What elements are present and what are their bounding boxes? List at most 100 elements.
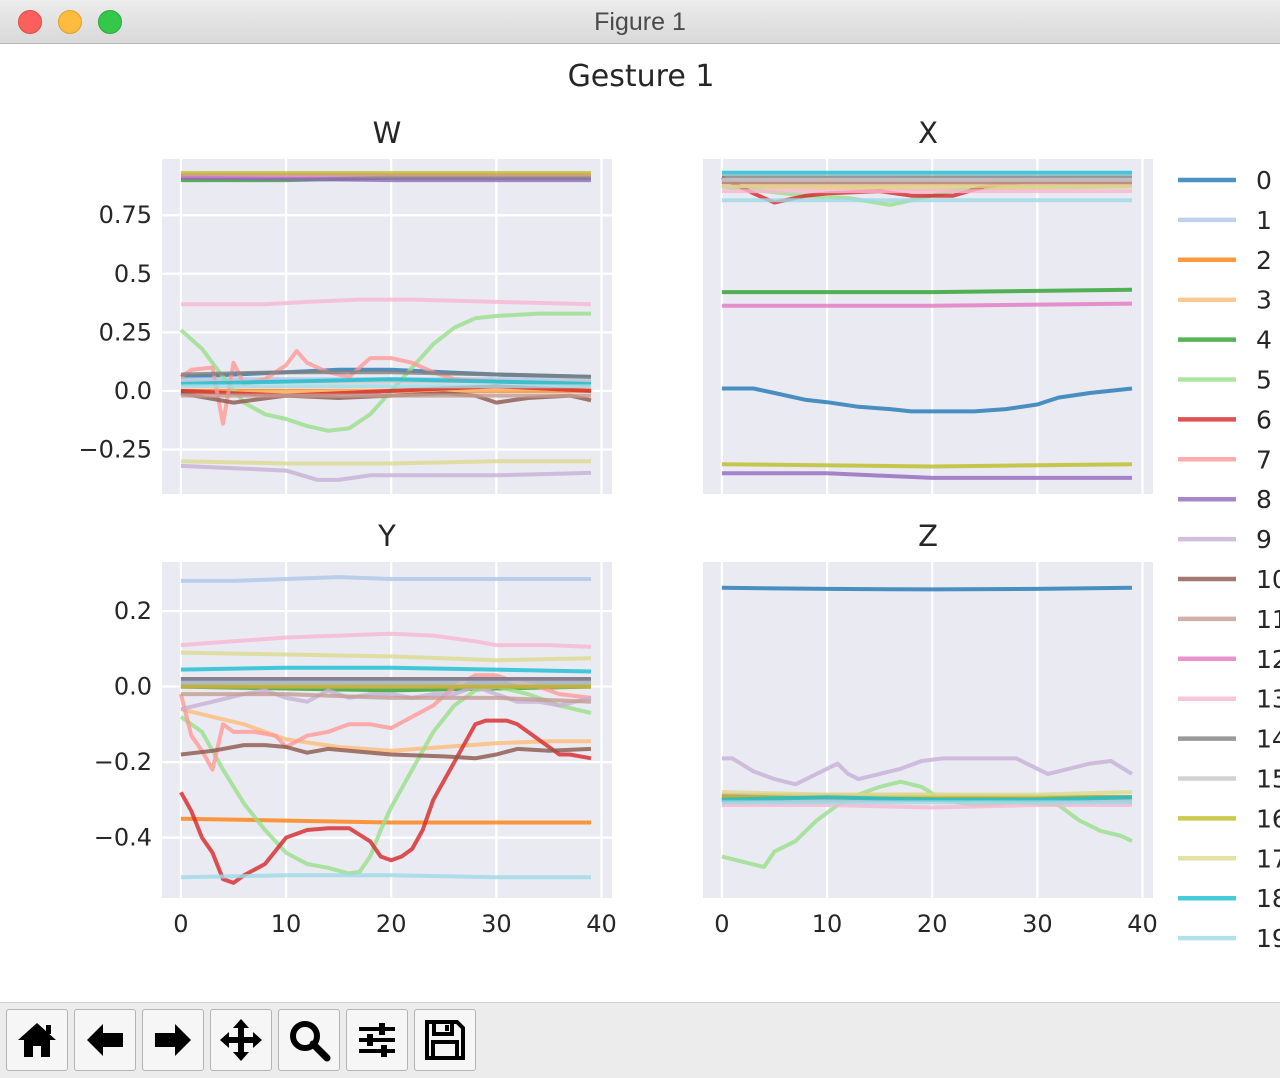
y-tick-label: 0.2	[114, 597, 152, 625]
window-titlebar: Figure 1	[0, 0, 1280, 44]
series-line-8	[721, 471, 1132, 480]
zoom-button[interactable]	[278, 1009, 340, 1071]
legend-label-15: 15	[1256, 765, 1280, 794]
x-tick-label: 10	[271, 910, 302, 938]
x-tick-label: 20	[376, 910, 407, 938]
series-group	[179, 171, 592, 482]
plot-background	[703, 562, 1153, 898]
legend-label-17: 17	[1256, 844, 1280, 873]
figure-canvas[interactable]: Gesture 1 −0.25 0.0 0.25 0.5 0.75 W X 0 10 20 30 40…	[0, 44, 1280, 1002]
series-line-2	[180, 816, 591, 825]
subplot-X: X	[703, 116, 1153, 494]
subplot-W: −0.25 0.0 0.25 0.5 0.75 W	[78, 116, 612, 494]
series-line-3	[180, 707, 591, 753]
arrow-left-icon	[87, 1024, 123, 1056]
plot-background	[703, 159, 1153, 494]
legend-label-9: 9	[1256, 525, 1272, 554]
series-line-9	[721, 756, 1134, 787]
legend-label-12: 12	[1256, 645, 1280, 674]
series-line-17	[180, 459, 591, 466]
figure-svg: Gesture 1 −0.250.00.250.50.75W X0 10 20 30 40…	[78, 59, 1280, 953]
home-icon	[18, 1023, 56, 1057]
y-tick-label: 0.0	[114, 673, 152, 701]
series-line-0	[721, 585, 1133, 592]
subplot-title: Y	[377, 519, 396, 553]
floppy-disk-icon	[425, 1020, 465, 1060]
x-tick-label: 30	[1022, 910, 1053, 938]
minimize-window-button[interactable]	[58, 10, 82, 34]
legend-label-5: 5	[1256, 366, 1272, 395]
y-tick-label: 0.75	[99, 201, 152, 229]
back-button[interactable]	[74, 1009, 136, 1071]
series-line-9	[180, 463, 592, 482]
window-title: Figure 1	[594, 8, 686, 36]
y-tick-label: −0.25	[78, 435, 152, 463]
legend-label-0: 0	[1256, 166, 1272, 195]
series-line-17	[180, 650, 592, 663]
series-line-9	[180, 684, 592, 712]
series-line-10	[180, 743, 592, 761]
x-tick-label: 10	[812, 910, 843, 938]
series-line-11	[180, 692, 592, 704]
legend-label-4: 4	[1256, 326, 1272, 355]
save-button[interactable]	[414, 1009, 476, 1071]
subplot-Y: 0 10 20 30 40 −0.4 −0.2 0.0 0.2 Y	[94, 519, 617, 938]
legend-label-10: 10	[1256, 565, 1280, 594]
figure-suptitle: Gesture 1	[568, 59, 715, 94]
y-tick-label: 0.25	[99, 318, 152, 346]
legend-label-16: 16	[1256, 804, 1280, 833]
x-tick-label: 30	[481, 910, 512, 938]
series-line-13	[180, 631, 592, 649]
series-line-0	[721, 386, 1133, 414]
legend-label-3: 3	[1256, 286, 1272, 315]
legend-label-19: 19	[1256, 924, 1280, 953]
x-tick-label: 40	[586, 910, 617, 938]
series-line-18	[180, 377, 592, 386]
configure-subplots-button[interactable]	[346, 1009, 408, 1071]
series-group	[178, 575, 592, 885]
series-line-1	[180, 575, 591, 583]
series-line-18	[180, 665, 592, 674]
subplot-title: Z	[918, 519, 938, 553]
series-line-14	[180, 370, 592, 379]
arrow-right-icon	[155, 1024, 191, 1056]
plot-background	[162, 159, 612, 494]
legend-label-13: 13	[1256, 685, 1280, 714]
magnifier-icon	[290, 1021, 331, 1062]
series-line-16	[721, 462, 1133, 469]
series-line-5	[179, 311, 591, 433]
legend-label-7: 7	[1256, 445, 1272, 474]
series-line-13	[721, 803, 1132, 810]
x-tick-label: 0	[714, 910, 729, 938]
x-tick-label: 20	[917, 910, 948, 938]
series-line-4	[721, 287, 1133, 295]
legend-label-14: 14	[1256, 725, 1280, 754]
subplot-Z: 0 10 20 30 40 Z	[703, 519, 1158, 938]
x-tick-label: 40	[1127, 910, 1158, 938]
y-tick-label: −0.4	[94, 824, 152, 852]
y-tick-label: −0.2	[94, 748, 152, 776]
series-line-6	[179, 718, 592, 885]
legend-label-11: 11	[1256, 605, 1280, 634]
legend-label-8: 8	[1256, 485, 1272, 514]
series-line-18	[721, 795, 1133, 802]
close-window-button[interactable]	[18, 10, 42, 34]
series-line-13	[180, 297, 592, 307]
sliders-icon	[359, 1023, 395, 1057]
maximize-window-button[interactable]	[98, 10, 122, 34]
x-tick-label: 0	[173, 910, 188, 938]
forward-button[interactable]	[142, 1009, 204, 1071]
pan-button[interactable]	[210, 1009, 272, 1071]
legend-label-2: 2	[1256, 246, 1272, 275]
series-line-19	[180, 873, 591, 880]
home-button[interactable]	[6, 1009, 68, 1071]
navigation-toolbar	[0, 1002, 1280, 1078]
legend-label-1: 1	[1256, 206, 1272, 235]
series-line-8	[180, 175, 591, 183]
series-line-5	[721, 779, 1133, 869]
y-tick-label: 0.0	[114, 377, 152, 405]
move-icon	[220, 1019, 262, 1061]
subplot-title: X	[918, 116, 938, 150]
legend-label-18: 18	[1256, 884, 1280, 913]
